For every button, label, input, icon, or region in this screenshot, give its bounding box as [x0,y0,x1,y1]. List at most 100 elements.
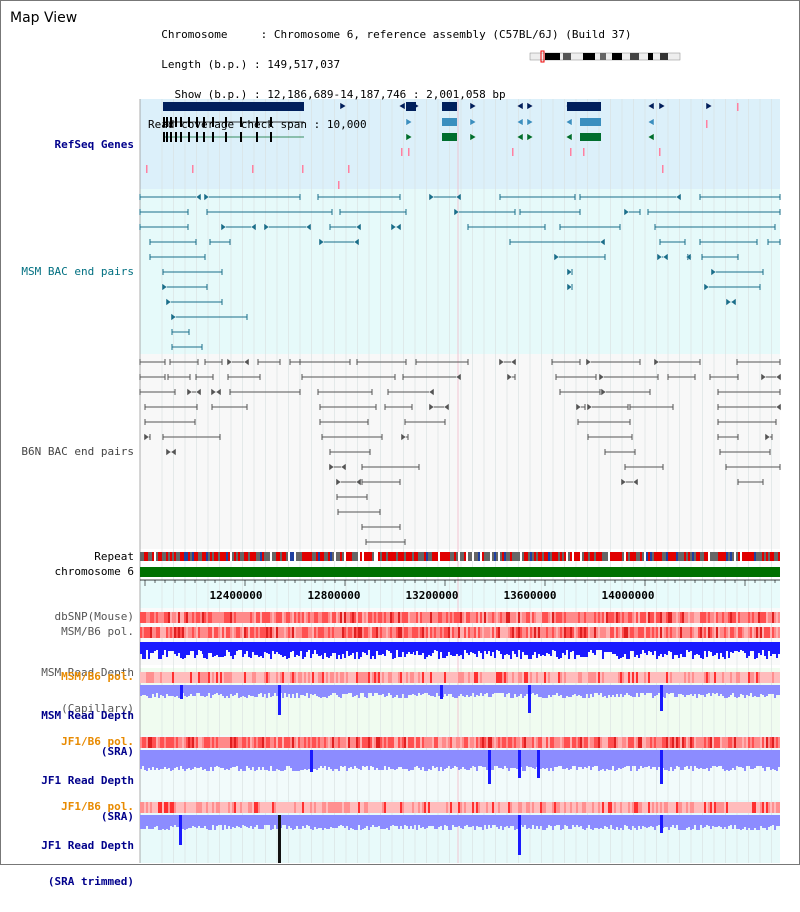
track-label-msm-bac[interactable]: MSM BAC end pairs [21,265,134,278]
polymorphism-cell [548,612,550,623]
polymorphism-cell [352,612,354,623]
polymorphism-cell [540,672,542,683]
polymorphism-cell [182,737,184,748]
polymorphism-cell [700,802,702,813]
polymorphism-cell [354,627,356,638]
polymorphism-cell [684,802,686,813]
read-depth-bar [532,642,534,655]
read-depth-bar [146,815,148,826]
read-depth-bar [594,750,596,766]
polymorphism-cell [424,612,426,623]
read-depth-bar [762,750,764,768]
track-label-jf1-b6-pol-2[interactable]: JF1/B6 pol. [61,800,134,813]
read-depth-bar [590,815,592,829]
repeat-segment [286,552,288,561]
track-label-dbsnp[interactable]: dbSNP(Mouse) [54,610,134,623]
polymorphism-cell [158,672,160,683]
track-label-b6n-bac[interactable]: B6N BAC end pairs [21,445,134,458]
polymorphism-cell [210,672,212,683]
track-label-jf1-read-depth-sra[interactable]: JF1 Read Depth (SRA) [41,751,134,847]
track-label-refseq[interactable]: RefSeq Genes [54,138,134,151]
polymorphism-cell [188,802,190,813]
read-depth-bar [698,750,700,769]
read-depth-bar [760,815,762,826]
read-depth-bar [166,750,168,769]
read-depth-bar [554,642,556,651]
polymorphism-cell [320,627,322,638]
polymorphism-cell [334,737,336,748]
map-tracks-canvas[interactable]: 12400000 12800000 13200000 13600000 14000000 [0,0,800,865]
polymorphism-cell [508,737,510,748]
polymorphism-cell [208,612,210,623]
read-depth-bar [516,685,518,697]
polymorphism-cell [724,737,726,748]
feature-arrow [395,223,402,231]
polymorphism-cell [428,627,430,638]
polymorphism-cell [740,627,742,638]
read-depth-bar [166,815,168,829]
read-depth-bar [578,750,580,767]
read-depth-bar [460,815,462,828]
read-depth-bar [740,750,742,767]
polymorphism-cell [168,612,170,623]
read-depth-bar [206,815,208,829]
read-depth-bar [654,685,656,696]
repeat-segment [420,552,422,561]
polymorphism-cell [148,802,150,813]
read-depth-bar [276,642,278,652]
polymorphism-cell [190,672,192,683]
read-depth-bar [454,642,456,656]
track-label-jf1-b6-pol-1[interactable]: JF1/B6 pol. [61,735,134,748]
read-depth-bar [776,642,778,658]
track-label-line: (SRA) [100,810,134,823]
polymorphism-cell [666,627,668,638]
polymorphism-cell [382,737,384,748]
read-depth-bar [348,642,350,656]
polymorphism-cell [612,627,614,638]
track-label-msm-b6-pol-2[interactable]: MSM/B6 pol. [61,670,134,683]
read-depth-bar [752,685,754,697]
polymorphism-cell [220,737,222,748]
polymorphism-cell [226,737,228,748]
polymorphism-cell [626,627,628,638]
polymorphism-cell [310,737,312,748]
read-depth-bar [250,685,252,696]
read-depth-bar [734,642,736,651]
track-label-msm-b6-pol-1[interactable]: MSM/B6 pol. [61,625,134,638]
polymorphism-cell [360,627,362,638]
read-depth-bar [286,685,288,697]
polymorphism-cell [556,627,558,638]
read-depth-bar [434,750,436,768]
repeat-segment [478,552,480,561]
read-depth-spike [410,642,413,654]
polymorphism-cell [728,612,730,623]
repeat-segment [596,552,598,561]
polymorphism-cell [538,802,540,813]
read-depth-bar [384,685,386,697]
read-depth-bar [728,685,730,697]
track-label-jf1-read-depth-trimmed[interactable]: JF1 Read Depth (SRA trimmed) [41,816,134,912]
polymorphism-cell [144,627,146,638]
read-depth-bar [374,750,376,770]
polymorphism-cell [316,672,318,683]
polymorphism-cell [296,627,298,638]
repeat-segment [174,552,176,561]
read-depth-bar [648,750,650,766]
read-depth-bar [310,642,312,658]
repeat-segment [678,552,680,561]
polymorphism-cell [366,612,368,623]
polymorphism-cell [144,672,146,683]
polymorphism-cell [516,737,518,748]
repeat-segment [598,552,600,561]
polymorphism-cell [254,672,256,683]
polymorphism-cell [172,627,174,638]
feature-arrow [575,403,582,411]
polymorphism-cell [520,737,522,748]
track-label-msm-read-depth-capillary[interactable]: MSM Read Depth (Capillary) [41,643,134,739]
read-depth-bar [232,815,234,827]
polymorphism-cell [406,737,408,748]
track-label-msm-read-depth-sra[interactable]: MSM Read Depth (SRA) [41,686,134,782]
read-depth-bar [244,750,246,771]
repeat-segment [392,552,394,561]
read-depth-bar [348,750,350,768]
